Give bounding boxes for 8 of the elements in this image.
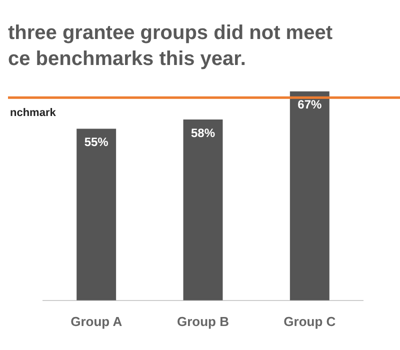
x-tick-label: Group B [177, 314, 229, 329]
chart-title: three grantee groups did not meet ce benchmarks this year. [8, 21, 334, 72]
ref-line-label: nchmark [10, 107, 57, 120]
x-tick-label: Group A [70, 314, 123, 329]
data-label: 58% [190, 126, 216, 140]
data-label: 55% [84, 135, 109, 150]
data-label: 67% [298, 98, 322, 112]
x-tick-label: Group C [284, 314, 336, 329]
